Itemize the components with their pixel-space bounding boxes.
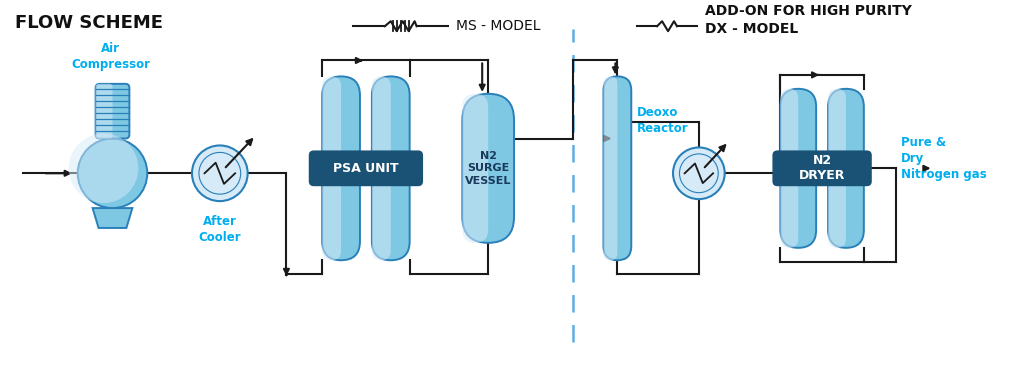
FancyBboxPatch shape <box>372 76 410 260</box>
FancyBboxPatch shape <box>96 84 130 139</box>
FancyBboxPatch shape <box>96 84 112 139</box>
Text: After
Cooler: After Cooler <box>199 215 241 244</box>
Text: N2
SURGE
VESSEL: N2 SURGE VESSEL <box>465 151 511 186</box>
FancyBboxPatch shape <box>322 76 359 260</box>
Circle shape <box>77 139 147 208</box>
Circle shape <box>69 134 138 203</box>
Circle shape <box>673 147 725 199</box>
Text: FLOW SCHEME: FLOW SCHEME <box>15 14 163 32</box>
Circle shape <box>192 146 247 201</box>
Text: N2
DRYER: N2 DRYER <box>799 154 846 182</box>
FancyBboxPatch shape <box>781 89 816 248</box>
FancyBboxPatch shape <box>828 89 846 248</box>
FancyBboxPatch shape <box>781 89 798 248</box>
Text: Air
Compressor: Air Compressor <box>71 42 150 71</box>
FancyBboxPatch shape <box>772 151 871 186</box>
FancyBboxPatch shape <box>604 76 617 260</box>
Polygon shape <box>93 208 133 228</box>
FancyBboxPatch shape <box>604 76 631 260</box>
FancyBboxPatch shape <box>462 94 488 243</box>
Text: MS - MODEL: MS - MODEL <box>456 19 541 33</box>
FancyBboxPatch shape <box>322 76 341 260</box>
FancyBboxPatch shape <box>309 151 423 186</box>
Text: Deoxo
Reactor: Deoxo Reactor <box>638 106 689 135</box>
Text: PSA UNIT: PSA UNIT <box>333 162 399 175</box>
FancyBboxPatch shape <box>828 89 864 248</box>
Text: Pure &
Dry
Nitrogen gas: Pure & Dry Nitrogen gas <box>900 136 987 181</box>
FancyBboxPatch shape <box>372 76 390 260</box>
Text: ADD-ON FOR HIGH PURITY
DX - MODEL: ADD-ON FOR HIGH PURITY DX - MODEL <box>705 4 912 36</box>
FancyBboxPatch shape <box>462 94 514 243</box>
